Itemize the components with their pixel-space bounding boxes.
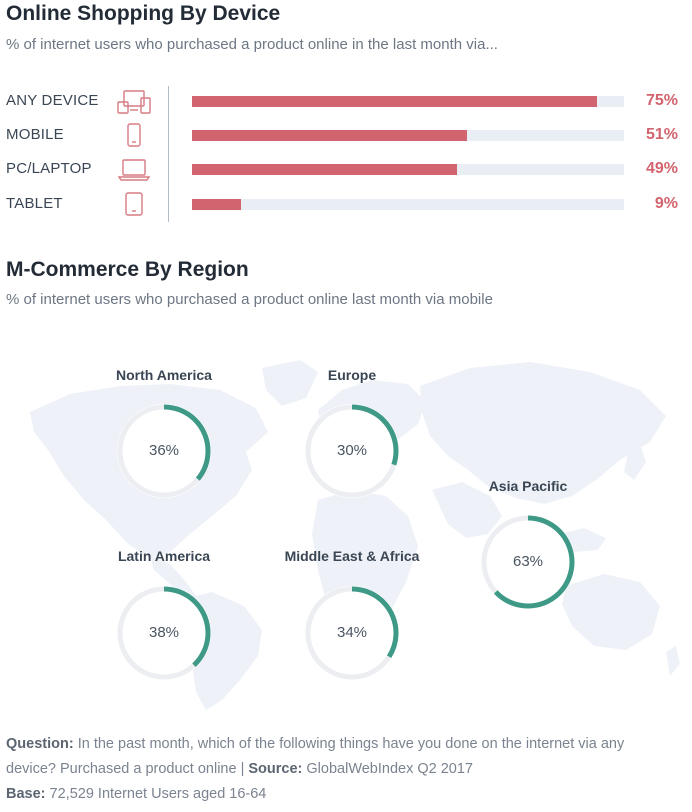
donut-svg [305, 404, 399, 498]
bar-track [192, 199, 624, 210]
mobile-icon [127, 123, 141, 147]
bar-fill [192, 199, 241, 210]
region-name: North America [116, 367, 212, 383]
region-name: Europe [327, 367, 377, 383]
donut-svg [117, 586, 211, 680]
footer-note: Question: In the past month, which of th… [6, 732, 676, 807]
source-text: GlobalWebIndex Q2 2017 [306, 761, 474, 777]
bar-fill [192, 96, 597, 107]
chart-divider [168, 86, 169, 222]
device-row: MOBILE 51% [0, 121, 692, 151]
region-label-wrap: Middle East & Africa [282, 548, 422, 564]
bar-track [192, 130, 624, 141]
donut-svg [305, 586, 399, 680]
donut-svg [481, 515, 575, 609]
region-donut: 38% [114, 583, 214, 683]
donut-value-label: 34% [336, 624, 368, 641]
section-subtitle-region: % of internet users who purchased a prod… [6, 291, 493, 308]
world-map-background [30, 360, 680, 710]
donut-face [305, 404, 399, 498]
donut-arc [305, 586, 399, 680]
bar-value-label: 49% [645, 160, 678, 177]
donut-value-label: 30% [336, 442, 368, 459]
region-name: Latin America [117, 548, 211, 564]
section-title-region: M-Commerce By Region [6, 258, 249, 281]
donut-face [481, 515, 575, 609]
device-label: PC/LAPTOP [6, 160, 92, 177]
device-label: ANY DEVICE [6, 92, 99, 109]
section-subtitle-device: % of internet users who purchased a prod… [6, 36, 498, 53]
question-label: Question: [6, 736, 74, 752]
region-label-wrap: Asia Pacific [458, 478, 598, 494]
donut-value-label: 38% [148, 624, 180, 641]
device-row: PC/LAPTOP 49% [0, 155, 692, 185]
donut-arc [481, 515, 575, 609]
region-donut: 34% [302, 583, 402, 683]
donut-arc [117, 404, 211, 498]
donut-value-label: 63% [512, 553, 544, 570]
donut-arc [305, 404, 399, 498]
world-map-panel: North America 36% Europe 30% Asia Pacific 63%… [0, 320, 692, 710]
region-donut: 63% [478, 512, 578, 612]
region-label-wrap: Europe [282, 367, 422, 383]
device-row: ANY DEVICE 75% [0, 87, 692, 117]
device-row: TABLET 9% [0, 190, 692, 220]
donut-face [117, 586, 211, 680]
region-name: Middle East & Africa [284, 548, 420, 564]
tablet-icon [125, 192, 143, 216]
donut-svg [117, 404, 211, 498]
base-text: 72,529 Internet Users aged 16-64 [49, 786, 267, 802]
region-donut: 30% [302, 401, 402, 501]
source-label: Source: [248, 761, 303, 777]
bar-value-label: 51% [645, 126, 678, 143]
donut-arc [117, 586, 211, 680]
region-name: Asia Pacific [488, 478, 568, 494]
bar-fill [192, 130, 467, 141]
region-donut: 36% [114, 401, 214, 501]
device-label: MOBILE [6, 126, 64, 143]
bar-fill [192, 164, 457, 175]
laptop-icon [117, 159, 151, 181]
bar-value-label: 9% [654, 195, 678, 212]
devices-icon [117, 90, 151, 114]
bar-value-label: 75% [645, 92, 678, 109]
donut-value-label: 36% [148, 442, 180, 459]
section-title-device: Online Shopping By Device [6, 2, 281, 25]
device-label: TABLET [6, 195, 63, 212]
bar-track [192, 96, 624, 107]
donut-face [117, 404, 211, 498]
region-label-wrap: Latin America [94, 548, 234, 564]
base-label: Base: [6, 786, 46, 802]
donut-face [305, 586, 399, 680]
region-label-wrap: North America [94, 367, 234, 383]
question-text: In the past month, which of the followin… [6, 736, 625, 777]
bar-track [192, 164, 624, 175]
